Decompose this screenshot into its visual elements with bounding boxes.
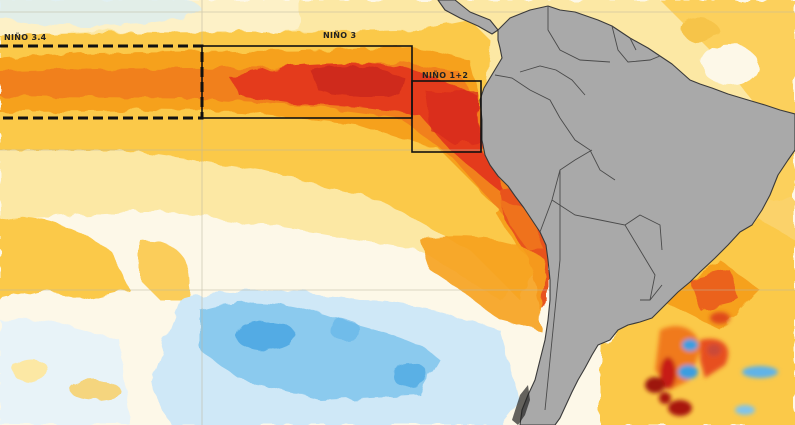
- nino-3.4-box: [0, 44, 204, 120]
- nino-1-2-label: NIÑO 1+2: [422, 71, 469, 80]
- nino-3.4-label: NIÑO 3.4: [4, 33, 47, 42]
- nino-3-label: NIÑO 3: [323, 31, 357, 40]
- nino-1-2-box: [411, 80, 482, 153]
- nino-3-box: [201, 45, 413, 119]
